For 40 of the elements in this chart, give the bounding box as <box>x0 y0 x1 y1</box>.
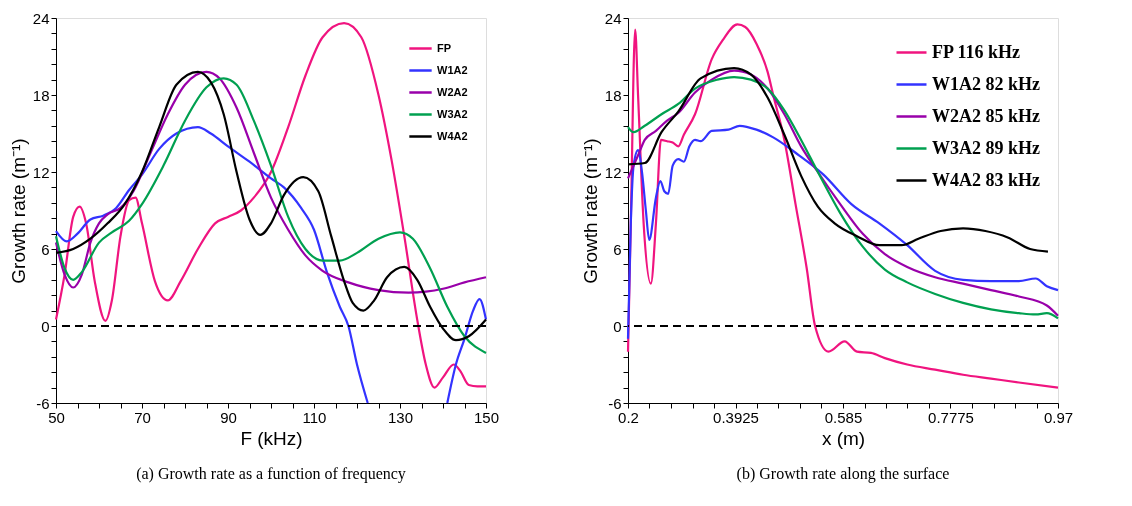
legend-label: FP 116 kHz <box>932 41 1021 62</box>
y-axis-title: Growth rate (m⁻¹) <box>7 138 29 284</box>
text: (a) Growth rate as a function of frequency <box>136 465 406 483</box>
line-series <box>626 23 1060 389</box>
x-tick-label: 0.585 <box>824 408 863 426</box>
line-series <box>54 22 488 389</box>
x-axis-title: x (m) <box>821 427 866 449</box>
x-tick-label: 150 <box>473 408 500 426</box>
x-tick-label: 130 <box>387 408 414 426</box>
x-tick-label: 50 <box>48 408 65 426</box>
legend-label: W4A2 83 kHz <box>932 169 1041 190</box>
legend-label: W1A2 <box>437 63 468 76</box>
line-series <box>626 124 1060 340</box>
y-tick-label: 0 <box>613 317 622 335</box>
y-tick-label: 18 <box>604 86 622 104</box>
x-tick-label: 0.97 <box>1043 408 1074 426</box>
x-tick-label: 0.3925 <box>713 408 759 426</box>
y-tick-label: 24 <box>604 9 622 27</box>
y-tick-label: 12 <box>604 163 622 181</box>
y-axis-title: Growth rate (m⁻¹) <box>579 138 601 284</box>
legend-label: W4A2 <box>437 129 468 142</box>
y-tick-label: 6 <box>613 240 622 258</box>
y-tick-label: 12 <box>32 163 50 181</box>
y-tick-label: 6 <box>41 240 50 258</box>
x-tick-label: 90 <box>220 408 237 426</box>
text: (b) Growth rate along the surface <box>736 465 950 483</box>
y-tick-label: 24 <box>32 9 50 27</box>
x-tick-label: 70 <box>134 408 151 426</box>
x-tick-label: 0.7775 <box>928 408 974 426</box>
legend-label: W3A2 <box>437 107 468 120</box>
y-tick-label: -6 <box>36 394 50 412</box>
legend-label: W1A2 82 kHz <box>932 73 1041 94</box>
y-tick-label: 18 <box>32 86 50 104</box>
legend-label: FP <box>437 41 452 54</box>
x-tick-label: 110 <box>302 408 327 426</box>
x-axis-title: F (kHz) <box>240 427 303 449</box>
y-tick-label: 0 <box>41 317 50 335</box>
legend-label: W3A2 89 kHz <box>932 137 1041 158</box>
legend-label: W2A2 <box>437 85 468 98</box>
legend-label: W2A2 85 kHz <box>932 105 1041 126</box>
